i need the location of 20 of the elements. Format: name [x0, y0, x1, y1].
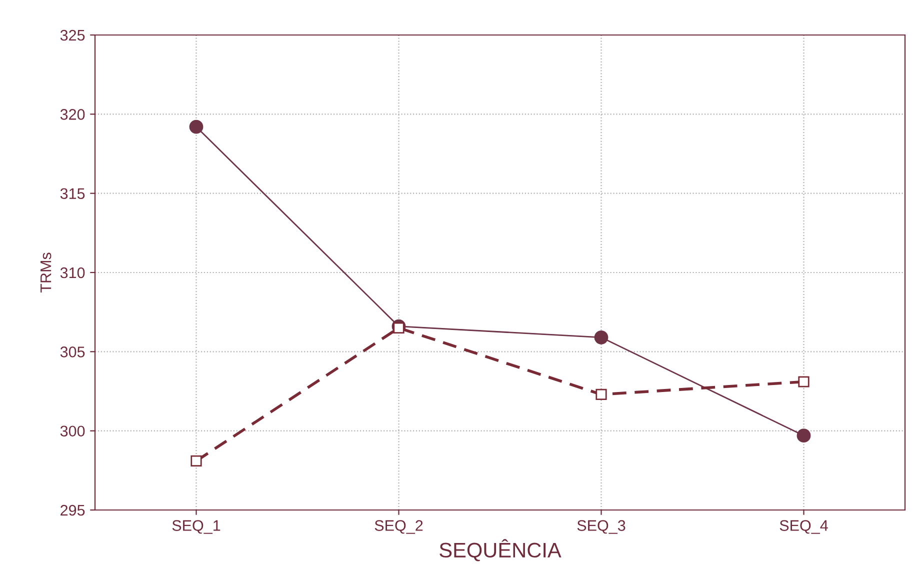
y-tick-label: 300	[60, 426, 85, 437]
point	[594, 330, 608, 344]
y-tick-label: 310	[60, 267, 85, 278]
x-tick-label: SEQ_1	[172, 520, 220, 534]
y-tick-label: 325	[60, 30, 85, 41]
x-tick-label: SEQ_4	[780, 520, 828, 534]
point	[596, 388, 607, 400]
y-tick-label: 295	[60, 504, 85, 516]
y-tick-label: 305	[60, 346, 85, 358]
point	[393, 322, 404, 334]
point	[189, 120, 204, 134]
x-axis-title: SEQUÊNCIA	[440, 539, 562, 562]
y-tick-label: 315	[60, 188, 85, 200]
x-tick-label: SEQ_2	[374, 520, 423, 534]
y-tick-label: 320	[60, 109, 85, 120]
x-tick-label: SEQ_3	[577, 520, 626, 534]
point	[190, 455, 202, 466]
y-axis-title: TRMs	[40, 252, 52, 293]
point	[798, 376, 810, 388]
point	[796, 428, 811, 443]
